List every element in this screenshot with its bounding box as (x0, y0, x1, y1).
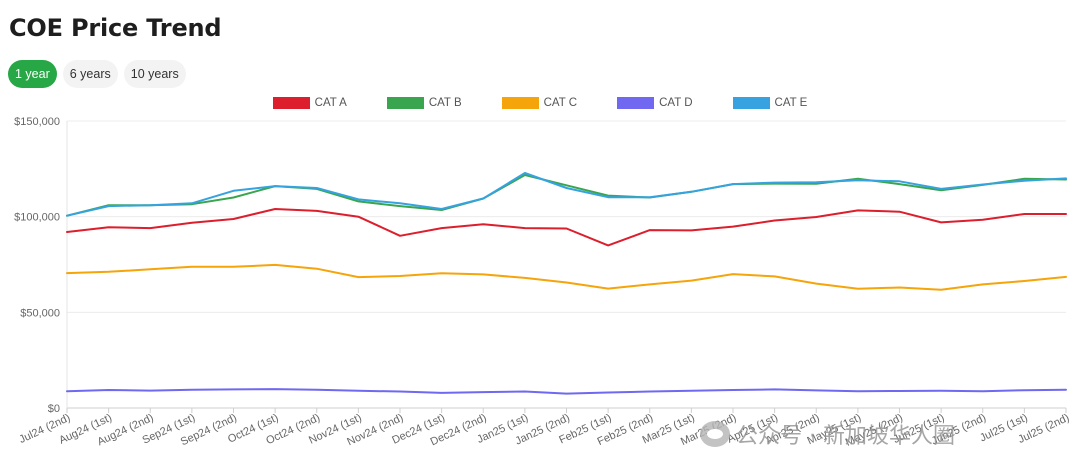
range-6-years-button[interactable]: 6 years (62, 60, 118, 88)
legend-label: CAT C (543, 97, 578, 109)
y-tick-label: $150,000 (14, 116, 60, 128)
y-tick-label: $50,000 (20, 307, 60, 319)
y-tick-label: $100,000 (14, 212, 60, 224)
series-line-cat-a (66, 208, 1067, 247)
legend-swatch (272, 97, 310, 109)
legend-item-cat-c[interactable]: CAT C (501, 97, 578, 109)
legend-item-cat-e[interactable]: CAT E (732, 97, 808, 109)
legend-label: CAT A (314, 97, 347, 109)
chart-legend: CAT A CAT B CAT C CAT D CAT E (0, 97, 1080, 109)
series-line-cat-c (66, 263, 1067, 291)
series-line-cat-d (66, 388, 1067, 395)
legend-swatch (617, 97, 655, 109)
legend-item-cat-d[interactable]: CAT D (617, 97, 693, 109)
legend-swatch (732, 97, 770, 109)
range-selector: 1 year 6 years 10 years (8, 60, 186, 88)
legend-label: CAT E (774, 97, 808, 109)
range-1-year-button[interactable]: 1 year (8, 60, 57, 88)
legend-swatch (501, 97, 539, 109)
series-line-cat-e (66, 172, 1067, 217)
legend-item-cat-a[interactable]: CAT A (272, 97, 347, 109)
legend-swatch (386, 97, 424, 109)
legend-item-cat-b[interactable]: CAT B (386, 97, 462, 109)
page-title: COE Price Trend (9, 14, 222, 42)
range-10-years-button[interactable]: 10 years (123, 60, 186, 88)
y-tick-label: $0 (48, 403, 60, 415)
series-line-cat-b (66, 174, 1067, 217)
legend-label: CAT D (659, 97, 693, 109)
legend-label: CAT B (428, 97, 462, 109)
